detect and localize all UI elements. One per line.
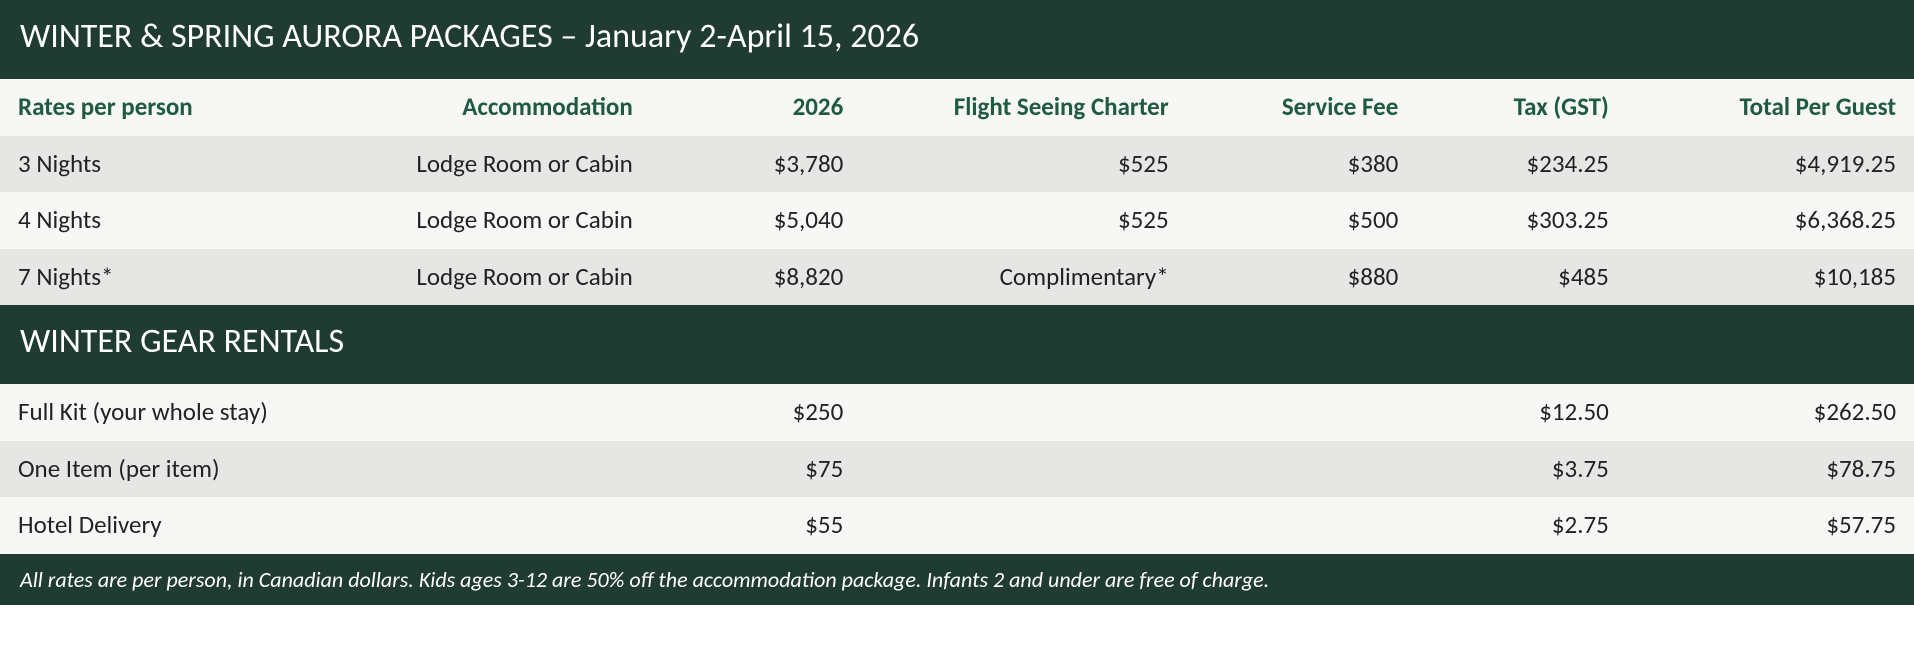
table-row: Hotel Delivery $55 $2.75 $57.75 (0, 497, 1914, 554)
table-row: 7 Nights* Lodge Room or Cabin $8,820 Com… (0, 249, 1914, 306)
col-header-total: Total Per Guest (1627, 79, 1914, 136)
cell-rates: 3 Nights (0, 136, 325, 193)
table-row: Full Kit (your whole stay) $250 $12.50 $… (0, 384, 1914, 441)
cell-rates: Full Kit (your whole stay) (0, 384, 325, 441)
cell-total: $4,919.25 (1627, 136, 1914, 193)
cell-total: $78.75 (1627, 441, 1914, 498)
col-header-tax: Tax (GST) (1416, 79, 1627, 136)
section2-title: WINTER GEAR RENTALS (0, 305, 1914, 384)
cell-accom (325, 441, 650, 498)
cell-flight: Complimentary* (861, 249, 1186, 306)
table-row: 4 Nights Lodge Room or Cabin $5,040 $525… (0, 192, 1914, 249)
cell-2026: $8,820 (651, 249, 862, 306)
cell-2026: $5,040 (651, 192, 862, 249)
table-row: 3 Nights Lodge Room or Cabin $3,780 $525… (0, 136, 1914, 193)
cell-total: $262.50 (1627, 384, 1914, 441)
cell-total: $10,185 (1627, 249, 1914, 306)
col-header-flight: Flight Seeing Charter (861, 79, 1186, 136)
section1-title: WINTER & SPRING AURORA PACKAGES – Januar… (0, 0, 1914, 79)
cell-total: $6,368.25 (1627, 192, 1914, 249)
col-header-svc: Service Fee (1187, 79, 1417, 136)
section2-body: Full Kit (your whole stay) $250 $12.50 $… (0, 384, 1914, 554)
footer-note: All rates are per person, in Canadian do… (0, 554, 1914, 605)
cell-accom (325, 384, 650, 441)
cell-total: $57.75 (1627, 497, 1914, 554)
cell-rates: One Item (per item) (0, 441, 325, 498)
cell-flight (861, 384, 1186, 441)
cell-rates: 7 Nights* (0, 249, 325, 306)
table-header-row: Rates per person Accommodation 2026 Flig… (0, 79, 1914, 136)
cell-2026: $55 (651, 497, 862, 554)
col-header-rates: Rates per person (0, 79, 325, 136)
cell-svc: $880 (1187, 249, 1417, 306)
cell-svc (1187, 384, 1417, 441)
cell-flight (861, 441, 1186, 498)
packages-table: Rates per person Accommodation 2026 Flig… (0, 79, 1914, 305)
cell-accom: Lodge Room or Cabin (325, 136, 650, 193)
cell-accom: Lodge Room or Cabin (325, 249, 650, 306)
cell-svc (1187, 497, 1417, 554)
cell-tax: $2.75 (1416, 497, 1627, 554)
cell-svc: $380 (1187, 136, 1417, 193)
cell-2026: $75 (651, 441, 862, 498)
table-row: One Item (per item) $75 $3.75 $78.75 (0, 441, 1914, 498)
col-header-2026: 2026 (651, 79, 862, 136)
cell-svc: $500 (1187, 192, 1417, 249)
cell-flight: $525 (861, 192, 1186, 249)
cell-tax: $12.50 (1416, 384, 1627, 441)
cell-svc (1187, 441, 1417, 498)
cell-2026: $250 (651, 384, 862, 441)
cell-2026: $3,780 (651, 136, 862, 193)
cell-tax: $234.25 (1416, 136, 1627, 193)
cell-rates: Hotel Delivery (0, 497, 325, 554)
cell-tax: $303.25 (1416, 192, 1627, 249)
cell-tax: $3.75 (1416, 441, 1627, 498)
cell-flight: $525 (861, 136, 1186, 193)
cell-rates: 4 Nights (0, 192, 325, 249)
cell-accom (325, 497, 650, 554)
gear-table: Full Kit (your whole stay) $250 $12.50 $… (0, 384, 1914, 554)
cell-tax: $485 (1416, 249, 1627, 306)
cell-flight (861, 497, 1186, 554)
col-header-accom: Accommodation (325, 79, 650, 136)
pricing-table-wrap: WINTER & SPRING AURORA PACKAGES – Januar… (0, 0, 1914, 605)
cell-accom: Lodge Room or Cabin (325, 192, 650, 249)
section1-body: 3 Nights Lodge Room or Cabin $3,780 $525… (0, 136, 1914, 306)
